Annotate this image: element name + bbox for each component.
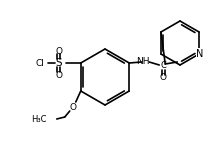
Text: N: N — [196, 49, 204, 59]
Text: O: O — [160, 73, 167, 83]
Text: O: O — [55, 71, 62, 79]
Text: H₃C: H₃C — [31, 116, 47, 124]
Text: O: O — [55, 47, 62, 55]
Text: O: O — [69, 103, 76, 111]
Text: Cl: Cl — [36, 59, 45, 67]
Text: C: C — [160, 61, 166, 71]
Text: NH: NH — [136, 57, 150, 65]
Text: S: S — [56, 58, 62, 68]
